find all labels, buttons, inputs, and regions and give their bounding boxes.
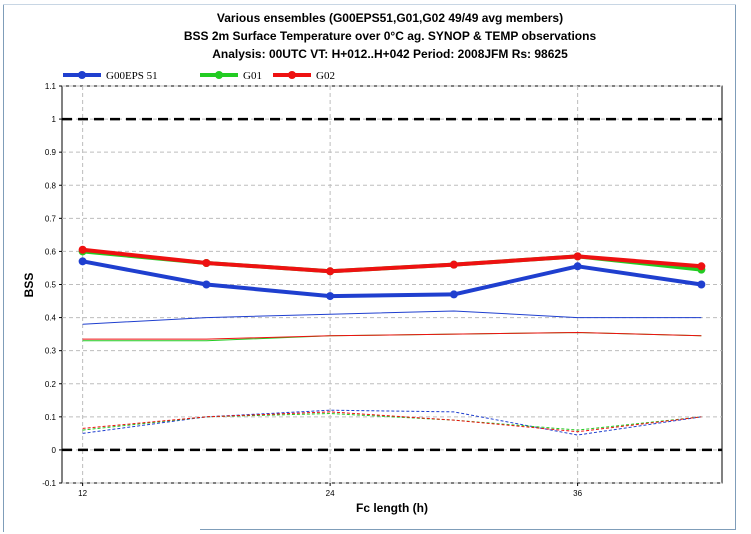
y-tick-label: 0.5 — [45, 281, 57, 290]
y-tick-label: 0.8 — [45, 181, 57, 190]
series-reference-dashed-line — [82, 411, 702, 433]
series-bss-point — [573, 262, 582, 271]
y-tick-label: 1 — [52, 115, 57, 124]
series-reference-dashed-line — [82, 409, 702, 436]
legend-label: G00EPS 51 — [106, 70, 158, 82]
y-tick-label: -0.1 — [42, 479, 56, 488]
y-tick-label: 0.6 — [45, 247, 57, 256]
y-tick-label: 0.3 — [45, 347, 57, 356]
y-tick-label: 0.9 — [45, 148, 57, 157]
series-bss-point — [326, 267, 335, 276]
series-reference-solid-line — [82, 331, 702, 340]
frame-border-left — [3, 4, 4, 532]
series-bss-line — [82, 247, 702, 274]
chart-title-line-1: Various ensembles (G00EPS51,G01,G02 49/4… — [217, 11, 563, 25]
y-tick-label: 1.1 — [45, 82, 57, 91]
y-tick-label: 0.1 — [45, 413, 57, 422]
y-axis-ticks: -0.1 0 0.1 0.2 0.3 0.4 0.5 0.6 0.7 0.8 0.9 1 1.1 — [42, 82, 62, 488]
series-lines — [78, 245, 706, 436]
x-tick-label: 24 — [326, 489, 335, 498]
series-reference-dashed-line — [82, 413, 702, 431]
series-bss-point — [202, 258, 211, 267]
legend-label: G01 — [243, 70, 262, 82]
chart-title-line-2: BSS 2m Surface Temperature over 0°C ag. … — [184, 29, 597, 43]
frame-border-top — [3, 4, 736, 5]
legend-label: G02 — [316, 70, 335, 82]
frame-border-right — [735, 4, 736, 529]
legend-marker — [215, 71, 223, 79]
series-bss-line — [82, 259, 702, 299]
y-tick-label: 0.4 — [45, 314, 57, 323]
legend-marker — [78, 71, 86, 79]
x-axis-ticks: 12 24 36 — [78, 483, 583, 498]
x-axis-label: Fc length (h) — [356, 501, 428, 515]
series-bss-point — [697, 262, 706, 271]
y-tick-label: 0.7 — [45, 214, 57, 223]
series-bss-point — [202, 280, 211, 289]
series-bss-point — [697, 280, 706, 289]
series-bss-point — [449, 260, 458, 269]
reference-lines — [62, 117, 722, 452]
series-bss-point — [573, 252, 582, 261]
frame-border-bottom — [200, 529, 736, 530]
chart-title-line-3: Analysis: 00UTC VT: H+012..H+042 Period:… — [212, 47, 568, 61]
series-bss-point — [326, 292, 335, 301]
y-tick-label: 0 — [52, 446, 57, 455]
series-bss-point — [78, 245, 87, 254]
series-bss-point — [449, 290, 458, 299]
legend-marker — [288, 71, 296, 79]
series-bss-point — [78, 257, 87, 266]
y-tick-label: 0.2 — [45, 380, 57, 389]
x-tick-label: 12 — [78, 489, 87, 498]
x-tick-label: 36 — [573, 489, 582, 498]
series-reference-solid-line — [82, 310, 702, 325]
y-axis-label: BSS — [22, 273, 36, 298]
grid-lines — [62, 85, 722, 484]
chart-legend: G00EPS 51 G01 G02 — [63, 70, 335, 82]
